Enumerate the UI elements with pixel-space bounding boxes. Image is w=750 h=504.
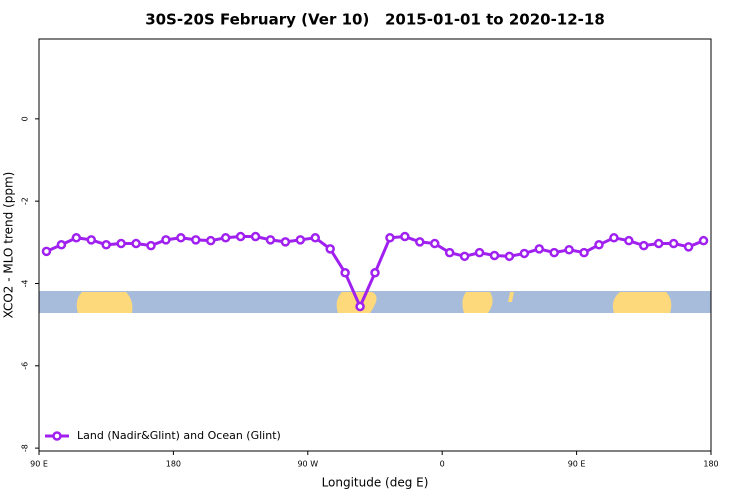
land-masses (76, 292, 672, 313)
data-point (355, 301, 365, 312)
data-point (534, 244, 545, 254)
data-point (71, 233, 82, 243)
data-point (250, 231, 261, 242)
data-point (146, 240, 156, 251)
data-point (489, 250, 500, 261)
data-point (131, 238, 141, 249)
y-tick-label: -4 (21, 279, 30, 287)
data-point (41, 246, 52, 257)
data-point (205, 235, 216, 246)
data-point (265, 235, 276, 245)
data-point (653, 238, 664, 249)
data-point (444, 247, 455, 258)
data-point (370, 268, 380, 278)
data-point (191, 235, 201, 245)
data-point (235, 231, 246, 242)
data-point (220, 233, 231, 243)
y-axis-label: XCO2 - MLO trend (ppm) (2, 172, 16, 319)
plot-frame (38, 38, 712, 452)
x-tick-label: 180 (166, 460, 181, 469)
data-point (176, 233, 186, 243)
y-tick-label: 0 (21, 116, 30, 121)
legend-label: Land (Nadir&Glint) and Ocean (Glint) (77, 429, 281, 442)
data-point (161, 235, 171, 245)
data-point (639, 240, 649, 251)
data-point (116, 238, 126, 249)
data-point (310, 233, 321, 243)
data-point (519, 248, 530, 259)
data-point (609, 233, 619, 243)
data-point (624, 235, 634, 246)
data-point (415, 237, 425, 247)
data-point (579, 247, 589, 258)
data-point (549, 247, 559, 258)
data-point (459, 251, 470, 262)
data-point (295, 235, 306, 245)
data-point (594, 240, 604, 250)
legend-marker (52, 431, 62, 441)
data-point (325, 244, 335, 254)
y-tick-label: -6 (21, 362, 30, 370)
data-point (400, 231, 410, 242)
data-point (340, 268, 350, 278)
data-point (564, 244, 574, 255)
data-point (698, 235, 709, 246)
data-point (101, 240, 111, 250)
data-point (504, 251, 515, 262)
chart-title: 30S-20S February (Ver 10) 2015-01-01 to … (145, 11, 605, 29)
x-tick-label: 0 (440, 460, 445, 469)
data-point (683, 242, 694, 252)
data-point (668, 238, 679, 249)
y-tick-label: -8 (21, 444, 30, 452)
x-axis-label: Longitude (deg E) (322, 476, 429, 490)
data-point (86, 235, 97, 245)
data-point (280, 237, 291, 247)
y-tick-label: -2 (21, 197, 30, 205)
data-point (56, 240, 67, 250)
data-point (474, 247, 485, 258)
x-tick-label: 90 E (30, 460, 48, 469)
data-point (385, 233, 395, 243)
data-point (429, 238, 440, 249)
x-tick-label: 90 W (297, 460, 318, 469)
x-tick-label: 90 E (568, 460, 586, 469)
x-tick-label: 180 (703, 460, 718, 469)
